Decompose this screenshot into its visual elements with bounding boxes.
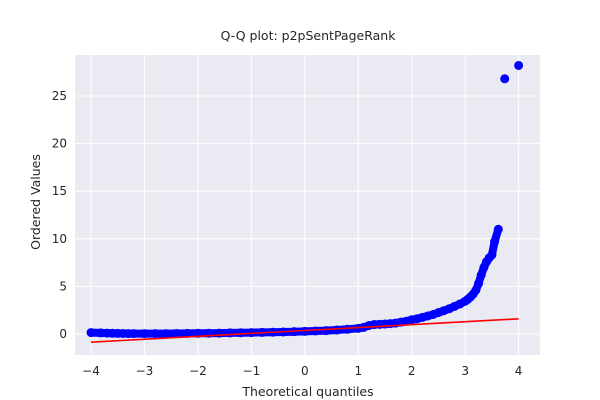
data-point <box>500 74 510 84</box>
chart-title: Q-Q plot: p2pSentPageRank <box>221 28 397 43</box>
y-axis-label: Ordered Values <box>28 154 43 250</box>
data-point <box>311 326 321 336</box>
x-tick-labels: −4 −3 −2 −1 0 1 2 3 4 <box>82 364 522 378</box>
data-point <box>139 329 149 339</box>
x-tick-label: −2 <box>189 364 207 378</box>
data-point <box>96 328 106 338</box>
data-point <box>214 328 224 338</box>
data-point <box>332 325 342 335</box>
x-tick-label: −3 <box>136 364 154 378</box>
data-point <box>150 329 160 339</box>
data-point <box>476 270 486 280</box>
data-point <box>182 328 192 338</box>
y-tick-label: 15 <box>52 184 67 198</box>
data-point <box>129 329 139 339</box>
y-tick-label: 25 <box>52 89 67 103</box>
y-tick-label: 10 <box>52 232 67 246</box>
data-point <box>225 328 235 338</box>
x-tick-label: 0 <box>301 364 309 378</box>
data-point <box>514 60 524 70</box>
data-point <box>236 328 246 338</box>
data-point <box>490 237 500 247</box>
data-point <box>493 224 503 234</box>
data-point <box>474 279 484 289</box>
y-tick-label: 20 <box>52 137 67 151</box>
x-tick-label: −1 <box>243 364 261 378</box>
y-tick-label: 0 <box>59 327 67 341</box>
reference-line <box>90 318 519 343</box>
y-tick-label: 5 <box>59 279 67 293</box>
data-points-layer <box>86 60 524 339</box>
data-point <box>321 326 331 336</box>
x-tick-label: 2 <box>408 364 416 378</box>
fit-line-layer <box>90 318 519 343</box>
x-tick-label: 4 <box>515 364 523 378</box>
x-axis-label: Theoretical quantiles <box>241 384 373 399</box>
x-tick-label: 1 <box>354 364 362 378</box>
data-point <box>343 324 353 334</box>
data-point <box>161 329 171 339</box>
data-point <box>86 328 96 338</box>
data-point <box>300 326 310 336</box>
data-point <box>487 250 497 260</box>
x-tick-label: −4 <box>82 364 100 378</box>
x-tick-label: 3 <box>461 364 469 378</box>
y-tick-labels: 0 5 10 15 20 25 <box>52 89 67 341</box>
data-point <box>172 328 182 338</box>
